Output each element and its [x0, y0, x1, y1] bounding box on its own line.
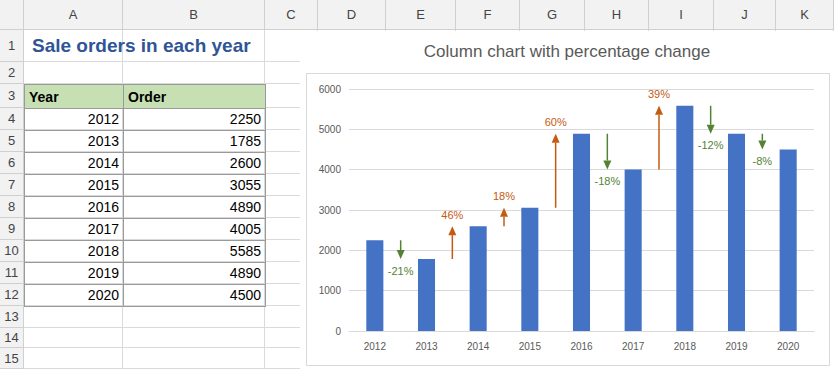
html-text:Year: Year [29, 89, 59, 105]
svg-text:2012: 2012 [364, 341, 387, 352]
html-text:F: F [483, 7, 492, 22]
html-text:13: 13 [4, 309, 19, 324]
html-text:B: B [189, 7, 198, 22]
html-text:5585: 5585 [229, 243, 261, 259]
svg-text:46%: 46% [441, 209, 463, 221]
svg-text:60%: 60% [545, 116, 567, 128]
svg-text:2015: 2015 [519, 341, 542, 352]
html-text:G: G [546, 7, 558, 22]
svg-text:4000: 4000 [319, 164, 342, 175]
html-text:1785: 1785 [229, 133, 261, 149]
svg-text:6000: 6000 [319, 84, 342, 95]
html-text:2: 2 [7, 65, 16, 80]
html-text:2020: 2020 [87, 287, 119, 303]
html-text:3055: 3055 [229, 177, 261, 193]
svg-text:-18%: -18% [594, 175, 620, 187]
html-text:2012: 2012 [87, 111, 119, 127]
html-text:2016: 2016 [87, 199, 119, 215]
html-text:12: 12 [4, 287, 19, 302]
html-text:4500: 4500 [229, 287, 261, 303]
html-text:4890: 4890 [229, 199, 261, 215]
html-text:E: E [416, 7, 425, 22]
html-text:2250: 2250 [229, 111, 261, 127]
html-text:4: 4 [7, 111, 16, 126]
html-text:A: A [68, 7, 78, 22]
html-text:7: 7 [7, 177, 16, 192]
html-text:14: 14 [4, 330, 19, 345]
svg-text:2017: 2017 [622, 341, 645, 352]
html-text:2600: 2600 [229, 155, 261, 171]
svg-text:2018: 2018 [674, 341, 697, 352]
svg-text:39%: 39% [648, 88, 670, 100]
svg-text:2000: 2000 [319, 245, 342, 256]
svg-text:-8%: -8% [753, 155, 773, 167]
svg-text:2020: 2020 [777, 341, 800, 352]
svg-text:Column chart with percentage c: Column chart with percentage change [424, 42, 710, 61]
html-text:15: 15 [4, 351, 19, 366]
svg-text:18%: 18% [493, 190, 515, 202]
html-text:2014: 2014 [87, 155, 119, 171]
html-text:10: 10 [4, 243, 19, 258]
svg-text:-21%: -21% [388, 265, 414, 277]
svg-text:0: 0 [335, 326, 341, 337]
html-text:K: K [800, 7, 809, 22]
html-text:I: I [679, 7, 683, 22]
html-text:Sale orders in each year: Sale orders in each year [32, 35, 251, 56]
html-text:4005: 4005 [229, 221, 261, 237]
svg-text:2014: 2014 [467, 341, 490, 352]
html-text:2019: 2019 [87, 265, 119, 281]
html-text:C: C [286, 7, 296, 22]
html-text:2013: 2013 [87, 133, 119, 149]
html-text:11: 11 [4, 265, 19, 280]
html-text:Order: Order [128, 89, 167, 105]
html-text:5: 5 [7, 133, 16, 148]
html-text:J: J [741, 7, 748, 22]
svg-text:2016: 2016 [570, 341, 593, 352]
html-text:H: H [611, 7, 622, 22]
html-text:3: 3 [7, 88, 16, 103]
html-text:2017: 2017 [87, 221, 119, 237]
html-text:2018: 2018 [87, 243, 119, 259]
svg-text:1000: 1000 [319, 285, 342, 296]
html-text:6: 6 [7, 155, 16, 170]
svg-text:5000: 5000 [319, 124, 342, 135]
svg-text:3000: 3000 [319, 205, 342, 216]
html-text:1: 1 [7, 38, 16, 53]
html-text:4890: 4890 [229, 265, 261, 281]
html-text:D: D [346, 7, 357, 22]
html-text:8: 8 [7, 199, 16, 214]
html-text:9: 9 [7, 221, 16, 236]
svg-text:2013: 2013 [415, 341, 438, 352]
svg-text:-12%: -12% [698, 139, 724, 151]
svg-text:2019: 2019 [725, 341, 748, 352]
html-text:2015: 2015 [87, 177, 119, 193]
